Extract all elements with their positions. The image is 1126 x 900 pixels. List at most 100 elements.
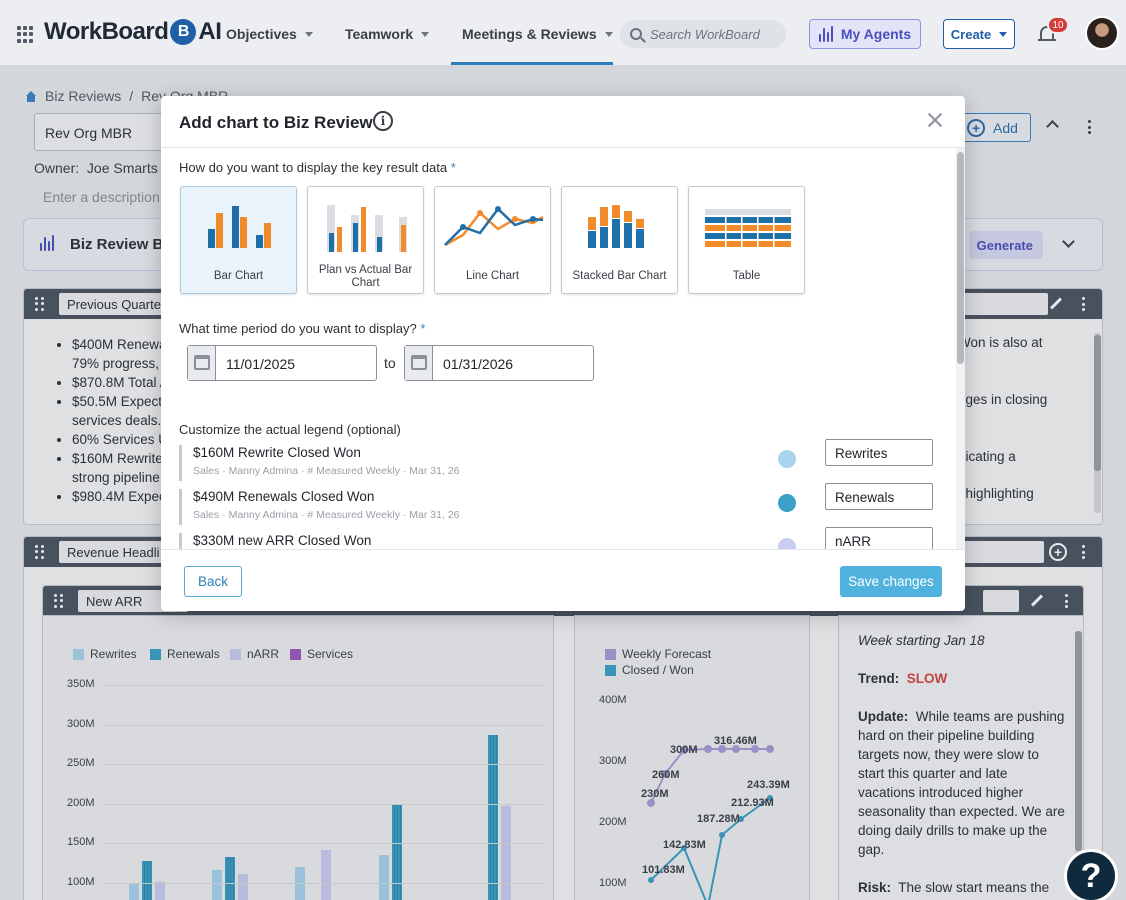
option-stacked-bar[interactable]: Stacked Bar Chart bbox=[561, 186, 678, 294]
bar-narr[interactable] bbox=[238, 874, 248, 900]
won-point bbox=[738, 816, 744, 822]
forecast-point bbox=[766, 745, 774, 753]
agents-icon bbox=[818, 26, 833, 42]
bar-narr[interactable] bbox=[155, 882, 165, 900]
info-icon[interactable]: i bbox=[373, 111, 393, 131]
bar-renewals[interactable] bbox=[488, 734, 498, 900]
nav-teamwork[interactable]: Teamwork bbox=[345, 26, 430, 42]
forecast-label: 260M bbox=[652, 769, 680, 781]
more-icon[interactable] bbox=[1088, 120, 1092, 134]
forecast-point bbox=[647, 799, 655, 807]
modal-body: How do you want to display the key resul… bbox=[161, 148, 956, 549]
drag-handle-icon[interactable] bbox=[54, 594, 64, 608]
scrollbar-thumb[interactable] bbox=[1094, 335, 1101, 471]
breadcrumb-root[interactable]: Biz Reviews bbox=[45, 88, 122, 104]
key-result-row: $330M new ARR Closed Won nARR bbox=[179, 527, 939, 549]
y-tick: 100M bbox=[599, 877, 627, 889]
description-input[interactable]: Enter a description f bbox=[43, 189, 168, 205]
card-title-input[interactable]: Previous Quarte bbox=[59, 293, 169, 315]
home-icon bbox=[25, 90, 37, 102]
search-input[interactable]: Search WorkBoard bbox=[620, 20, 786, 48]
y-tick: 200M bbox=[599, 816, 627, 828]
bar-rewrites[interactable] bbox=[379, 855, 389, 900]
won-label: 101.83M bbox=[642, 864, 685, 876]
legend-name-input[interactable]: Rewrites bbox=[825, 439, 933, 466]
modal-scrollbar-thumb[interactable] bbox=[957, 152, 964, 364]
my-agents-button[interactable]: My Agents bbox=[809, 19, 921, 49]
gridline bbox=[105, 724, 545, 726]
calendar-icon[interactable] bbox=[194, 355, 210, 370]
nav-objectives[interactable]: Objectives bbox=[226, 26, 313, 42]
back-button[interactable]: Back bbox=[184, 566, 242, 597]
key-result-row: $160M Rewrite Closed Won Sales · Manny A… bbox=[179, 439, 939, 481]
option-line-chart[interactable]: Line Chart bbox=[434, 186, 551, 294]
search-icon bbox=[630, 28, 642, 40]
save-changes-button[interactable]: Save changes bbox=[840, 566, 942, 597]
nav-active-indicator bbox=[451, 62, 613, 65]
bar-rewrites[interactable] bbox=[129, 883, 139, 900]
forecast-label: 316.46M bbox=[714, 735, 757, 747]
card-title-input[interactable]: New ARR bbox=[78, 590, 188, 612]
add-button[interactable]: + Add bbox=[954, 113, 1031, 142]
option-bar-chart[interactable]: Bar Chart bbox=[180, 186, 297, 294]
legend-services[interactable]: Services bbox=[290, 647, 353, 661]
new-arr-bar-chart: Rewrites Renewals nARR Services 350M 300M… bbox=[42, 615, 554, 900]
card-title-input[interactable]: Revenue Headli bbox=[59, 541, 169, 563]
y-tick: 150M bbox=[67, 836, 95, 849]
forecast-point bbox=[661, 770, 669, 778]
bar-renewals[interactable] bbox=[142, 860, 152, 900]
more-icon[interactable] bbox=[1082, 545, 1086, 559]
drag-handle-icon[interactable] bbox=[35, 297, 45, 311]
gridline bbox=[105, 803, 545, 805]
gridline bbox=[105, 843, 545, 845]
help-button[interactable]: ? bbox=[1064, 849, 1118, 900]
legend-heading: Customize the actual legend (optional) bbox=[179, 422, 401, 437]
bar-rewrites[interactable] bbox=[212, 869, 222, 900]
page-title-input[interactable]: Rev Org MBR bbox=[34, 113, 174, 151]
modal-title: Add chart to Biz Review bbox=[179, 113, 373, 132]
gridline bbox=[105, 685, 545, 686]
legend-narr[interactable]: nARR bbox=[230, 647, 279, 661]
won-label: 212.93M bbox=[731, 797, 774, 809]
legend-weekly-forecast[interactable]: Weekly Forecast bbox=[605, 647, 711, 661]
bar-renewals[interactable] bbox=[392, 805, 402, 900]
legend-rewrites[interactable]: Rewrites bbox=[73, 647, 137, 661]
drag-handle-icon[interactable] bbox=[35, 545, 45, 559]
generate-button[interactable]: Generate bbox=[969, 231, 1043, 259]
bar-narr[interactable] bbox=[501, 806, 511, 900]
legend-closed-won[interactable]: Closed / Won bbox=[605, 663, 694, 677]
start-date-input[interactable]: 11/01/2025 bbox=[187, 345, 377, 381]
bar-narr[interactable] bbox=[321, 849, 331, 900]
calendar-icon[interactable] bbox=[411, 355, 427, 370]
gridline bbox=[105, 764, 545, 766]
table-icon bbox=[705, 209, 791, 247]
y-tick: 300M bbox=[599, 755, 627, 767]
workboard-logo[interactable]: WorkBoard B AI bbox=[44, 18, 222, 45]
plus-icon[interactable]: + bbox=[1049, 543, 1067, 561]
forecast-label: 230M bbox=[641, 788, 669, 800]
legend-name-input[interactable]: Renewals bbox=[825, 483, 933, 510]
end-date-input[interactable]: 01/31/2026 bbox=[404, 345, 594, 381]
option-plan-vs-actual[interactable]: Plan vs Actual Bar Chart bbox=[307, 186, 424, 294]
legend-color-swatch[interactable] bbox=[778, 538, 796, 549]
more-icon[interactable] bbox=[1082, 297, 1086, 311]
forecast-point bbox=[751, 745, 759, 753]
legend-color-swatch[interactable] bbox=[778, 450, 796, 468]
avatar[interactable] bbox=[1085, 16, 1119, 50]
create-button[interactable]: Create bbox=[943, 19, 1015, 49]
note-panel bbox=[838, 615, 1084, 900]
notification-badge: 10 bbox=[1047, 16, 1069, 34]
bar-renewals[interactable] bbox=[225, 856, 235, 900]
option-table[interactable]: Table bbox=[688, 186, 805, 294]
owner-line: Owner: Joe Smarts bbox=[34, 160, 158, 176]
scrollbar-thumb[interactable] bbox=[1075, 631, 1082, 851]
legend-color-swatch[interactable] bbox=[778, 494, 796, 512]
close-icon[interactable] bbox=[925, 110, 945, 130]
stacked-bar-icon bbox=[588, 205, 644, 248]
nav-meetings-reviews[interactable]: Meetings & Reviews bbox=[462, 26, 613, 42]
more-icon[interactable] bbox=[1065, 594, 1069, 608]
legend-renewals[interactable]: Renewals bbox=[150, 647, 220, 661]
app-grid-icon[interactable] bbox=[17, 26, 34, 43]
legend-name-input[interactable]: nARR bbox=[825, 527, 933, 549]
forecast-point bbox=[718, 745, 726, 753]
